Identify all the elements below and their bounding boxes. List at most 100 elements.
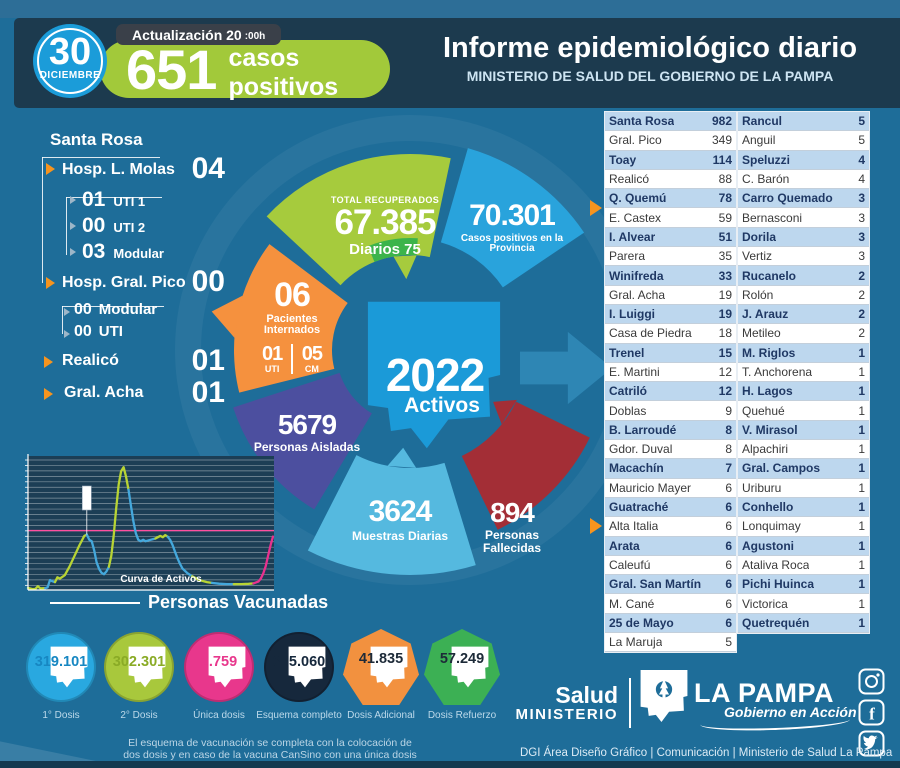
- locality-count: 1: [858, 557, 865, 572]
- table-row: I. Luiggi 19: [605, 304, 736, 325]
- note-line2: dos dosis y en caso de la vacuna CanSino…: [123, 749, 417, 762]
- decorative-line: [50, 602, 140, 604]
- vaccine-badge: 305.060: [264, 632, 334, 702]
- table-row: Gral. Pico 349: [605, 131, 736, 151]
- inpatients-uti: 01 UTI: [262, 343, 283, 374]
- arrow-bullet-icon: [70, 248, 76, 256]
- locality-name: V. Mirasol: [742, 422, 798, 437]
- table-row: Rucanelo 2: [738, 266, 869, 286]
- table-row: Gral. San Martín 6: [605, 575, 736, 595]
- positives-label: Casos positivos en la Provincia: [460, 232, 564, 254]
- locality-count: 5: [725, 635, 732, 650]
- locality-count: 1: [858, 384, 865, 399]
- table-row: Casa de Piedra 18: [605, 324, 736, 344]
- samples-block: 3624 Muestras Diarias: [345, 496, 455, 542]
- pico-sub-modular: 00 Modular: [74, 301, 157, 319]
- locality-name: Pichi Huinca: [742, 577, 815, 592]
- locality-count: 5: [858, 114, 865, 129]
- date-month: DICIEMBRE: [39, 70, 101, 81]
- table-row: Speluzzi 4: [738, 150, 869, 170]
- lapampa-map-icon: [127, 645, 167, 694]
- locality-count: 114: [712, 152, 732, 167]
- locality-count: 1: [858, 422, 865, 437]
- vaccine-label: Dosis Refuerzo: [427, 710, 497, 721]
- locality-name: T. Anchorena: [742, 365, 813, 379]
- locality-count: 1: [858, 615, 865, 630]
- arrow-bullet-icon: [44, 356, 53, 368]
- table-row: Guatraché 6: [605, 497, 736, 518]
- province-map-shape: [358, 296, 510, 459]
- cm-caption: CM: [304, 363, 319, 374]
- province-brand: LA PAMPA: [694, 678, 834, 708]
- locality-name: Bernasconi: [742, 210, 803, 225]
- locality-count: 349: [711, 133, 732, 148]
- locality-count: 6: [725, 538, 732, 553]
- inpatients-split: 01 UTI 05 CM: [238, 342, 346, 375]
- curve-segment: [127, 488, 157, 543]
- daily-cases-pill: 651 casos positivos: [100, 38, 390, 101]
- chart-caption: Curva de Activos: [120, 574, 202, 585]
- locality-count: 6: [725, 577, 732, 592]
- curve-segment: [107, 466, 130, 568]
- locality-count: 33: [718, 268, 732, 283]
- locality-name: Guatraché: [609, 500, 669, 515]
- locality-count: 1: [858, 596, 865, 611]
- locality-count: 88: [718, 172, 732, 187]
- locality-count: 1: [858, 538, 865, 553]
- locality-name: Rolón: [742, 287, 774, 302]
- pico-modular-label: Modular: [98, 301, 158, 318]
- facebook-icon[interactable]: f: [858, 699, 885, 726]
- update-time-pill: Actualización 20:00h: [116, 24, 282, 45]
- modular-value: 03: [82, 240, 106, 263]
- table-row: Carro Quemado 3: [738, 189, 869, 209]
- twitter-icon[interactable]: [858, 730, 885, 757]
- table-row: E. Martini 12: [605, 362, 736, 383]
- positives-block: 70.301 Casos positivos en la Provincia: [453, 200, 571, 255]
- table-pointer-icon: [590, 200, 602, 216]
- pico-modular-value: 00: [74, 301, 92, 318]
- segment-notch: [211, 295, 243, 338]
- locality-name: Agustoni: [742, 538, 794, 553]
- locality-name: Alpachiri: [742, 442, 789, 457]
- locality-name: Realicó: [609, 172, 650, 187]
- locality-count: 7: [725, 461, 732, 476]
- locality-name: Santa Rosa: [609, 114, 675, 129]
- date-badge: 30 DICIEMBRE: [33, 24, 107, 98]
- locality-count: 8: [725, 442, 732, 457]
- table-row: Quetrequén 1: [738, 613, 869, 634]
- city-title: Santa Rosa: [50, 130, 143, 149]
- locality-name: E. Martini: [609, 365, 660, 379]
- table-row: E. Castex 59: [605, 208, 736, 228]
- wheel-segment: [440, 148, 585, 288]
- locality-count: 18: [718, 326, 732, 341]
- curve-segment: [53, 533, 88, 584]
- locality-name: B. Larroudé: [609, 422, 677, 437]
- table-row: Gral. Campos 1: [738, 459, 869, 479]
- province-slogan: Gobierno en Acción: [724, 704, 857, 720]
- cm-count: 05: [301, 342, 323, 365]
- locality-table-right: Rancul 5 Anguil 5 Speluzzi 4 C. Barón 4 Carro Qu…: [737, 111, 870, 635]
- lapampa-map-icon: [450, 645, 490, 694]
- deaths-label: Personas Fallecidas: [482, 528, 542, 555]
- table-row: Rolón 2: [738, 285, 869, 305]
- acha-label: Gral. Acha: [64, 384, 144, 401]
- hospital-molas-value: 04: [191, 152, 225, 185]
- recovered-daily-label: Diarios: [349, 241, 400, 259]
- table-row: Dorila 3: [738, 227, 869, 248]
- molas-sub-uti1: 01 UTI 1: [82, 188, 145, 212]
- wheel-segment: [233, 372, 372, 510]
- table-row: Gdor. Duval 8: [605, 440, 736, 460]
- locality-count: 6: [725, 480, 732, 495]
- uti2-label: UTI 2: [113, 220, 146, 235]
- table-row: M. Cané 6: [605, 594, 736, 614]
- locality-count: 78: [718, 191, 732, 206]
- locality-count: 1: [858, 461, 865, 476]
- instagram-icon[interactable]: [858, 668, 885, 695]
- locality-name: Metileo: [742, 326, 781, 341]
- locality-count: 6: [725, 500, 732, 515]
- tree-line: [62, 306, 164, 307]
- locality-name: La Maruja: [609, 635, 663, 650]
- recovered-label: TOTAL RECUPERADOS: [330, 195, 440, 205]
- table-row: Agustoni 1: [738, 536, 869, 556]
